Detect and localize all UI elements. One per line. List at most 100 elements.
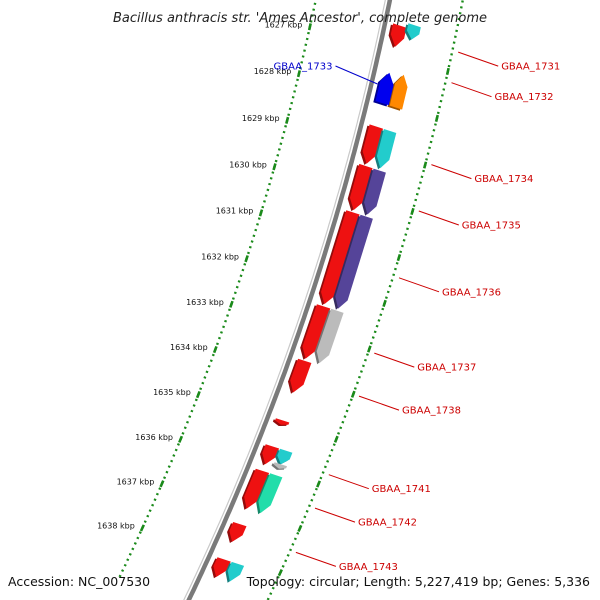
gene-1735-cog: [361, 168, 386, 216]
gene-1741-cog2: [271, 462, 287, 470]
tick-right-1628: [434, 114, 439, 122]
gene-1733-orange: [387, 74, 408, 111]
tick-right-1631: [396, 253, 402, 262]
gene-labels: GBAA_1731 GBAA_1732 GBAA_1733 GBAA_1734 GBAA…: [273, 51, 560, 573]
gene-1742-cog: [256, 473, 283, 515]
tick-label-1627: 1627 kbp: [265, 20, 303, 29]
gene-1744-red: [211, 557, 231, 579]
label-gbaa-1743: GBAA_1743: [295, 551, 398, 573]
gene-1738-red: [288, 358, 312, 394]
label-text-gbaa-1731: GBAA_1731: [501, 62, 560, 73]
leader-gbaa-1735: [418, 210, 459, 226]
gene-1733-blue-body: [375, 72, 394, 106]
tick-left-1631: [258, 209, 264, 217]
ruler-dots-left: [116, 0, 318, 582]
tick-label-1632: 1632 kbp: [201, 252, 239, 261]
gene-1734-cog: [374, 129, 397, 170]
accession-text: Accession: NC_007530: [8, 574, 150, 589]
gene-1741-cog: [275, 448, 293, 466]
gene-1737-red: [300, 304, 331, 360]
topology-text: Topology: circular; Length: 5,227,419 bp…: [246, 574, 590, 589]
gene-1731-cog: [404, 23, 421, 41]
gene-1740-red: [272, 418, 290, 426]
gene-1741-cog2-body: [273, 462, 287, 469]
label-text-gbaa-1736: GBAA_1736: [442, 287, 501, 298]
ruler-dots-right: [266, 0, 464, 600]
label-gbaa-1742: GBAA_1742: [314, 507, 417, 529]
leader-gbaa-1743: [295, 551, 337, 567]
map-title: Bacillus anthracis str. 'Ames Ancestor',…: [113, 11, 487, 26]
gene-1742-red: [241, 468, 270, 510]
label-text-gbaa-1733: GBAA_1733: [273, 62, 332, 73]
gene-1737-cog-body: [316, 308, 344, 364]
gene-1734-cog-body: [376, 129, 397, 169]
label-text-gbaa-1734: GBAA_1734: [474, 174, 533, 185]
backbone-line-inner: [183, 0, 386, 600]
gene-1731-cog-body: [406, 23, 421, 40]
label-gbaa-1733: GBAA_1733: [273, 62, 378, 85]
gene-1736-red-body: [321, 210, 360, 305]
gene-1742-red-body: [244, 468, 270, 509]
gene-features: [211, 23, 421, 583]
gene-1744-cog-body: [227, 561, 245, 582]
tick-left-1627: [307, 23, 312, 31]
kbp-ruler: 1627 kbp 1628 kbp 1629 kbp 1630 kbp 1631 kbp…: [97, 0, 464, 600]
leader-gbaa-1742: [314, 507, 356, 523]
gene-1744-cog: [225, 561, 245, 583]
tick-left-1630: [272, 163, 277, 171]
tick-right-1635: [333, 435, 339, 443]
tick-left-1637: [159, 480, 165, 488]
tick-left-1629: [285, 116, 290, 124]
label-text-gbaa-1741: GBAA_1741: [372, 484, 431, 495]
tick-right-1637: [297, 524, 303, 533]
gene-1741-red-body: [262, 444, 280, 465]
gene-1734-red: [360, 124, 383, 165]
label-text-gbaa-1742: GBAA_1742: [358, 518, 417, 529]
tick-label-1635: 1635 kbp: [153, 388, 191, 397]
tick-label-1631: 1631 kbp: [216, 206, 254, 215]
tick-label-1637: 1637 kbp: [117, 477, 155, 486]
tick-left-1636: [178, 435, 184, 443]
leader-gbaa-1733: [335, 65, 378, 85]
gene-1733-orange-body: [389, 74, 408, 110]
gene-1743-red-body: [229, 522, 247, 542]
gene-1741-red: [260, 444, 280, 466]
label-gbaa-1741: GBAA_1741: [328, 474, 431, 495]
backbone-line-outer: [186, 0, 393, 600]
label-gbaa-1731: GBAA_1731: [458, 51, 560, 73]
label-text-gbaa-1743: GBAA_1743: [339, 562, 398, 573]
tick-left-1638: [139, 524, 145, 532]
gene-1731-red-body: [390, 23, 407, 47]
label-text-gbaa-1737: GBAA_1737: [417, 363, 476, 374]
tick-left-1635: [195, 390, 201, 399]
gene-1743-red: [227, 522, 247, 543]
gene-1744-red-body: [213, 557, 231, 577]
tick-label-1630: 1630 kbp: [229, 160, 267, 169]
label-gbaa-1735: GBAA_1735: [418, 210, 521, 232]
label-gbaa-1736: GBAA_1736: [398, 277, 501, 298]
gene-1736-cog: [333, 214, 373, 310]
label-gbaa-1738: GBAA_1738: [358, 395, 461, 417]
tick-label-1629: 1629 kbp: [242, 114, 280, 123]
tick-label-1634: 1634 kbp: [170, 343, 208, 352]
gene-1731-red: [388, 23, 407, 48]
tick-label-1638: 1638 kbp: [97, 522, 135, 531]
gene-1737-cog: [314, 308, 344, 365]
leader-gbaa-1731: [458, 51, 499, 67]
gene-1738-red-body: [290, 358, 312, 393]
leader-gbaa-1738: [358, 395, 400, 411]
gene-1741-cog-body: [277, 448, 293, 465]
tick-left-1632: [244, 255, 249, 263]
genome-backbone: [183, 0, 393, 600]
leader-gbaa-1734: [431, 164, 472, 180]
gene-1735-cog-body: [364, 168, 386, 215]
tick-label-1628: 1628 kbp: [254, 67, 292, 76]
tick-right-1629: [422, 161, 428, 169]
tick-label-1636: 1636 kbp: [135, 433, 173, 442]
tick-right-1630: [410, 207, 415, 216]
gene-1734-red-body: [362, 124, 383, 164]
tick-right-1633: [367, 345, 372, 353]
label-text-gbaa-1732: GBAA_1732: [495, 92, 554, 103]
gene-1740-red-body: [275, 418, 290, 425]
